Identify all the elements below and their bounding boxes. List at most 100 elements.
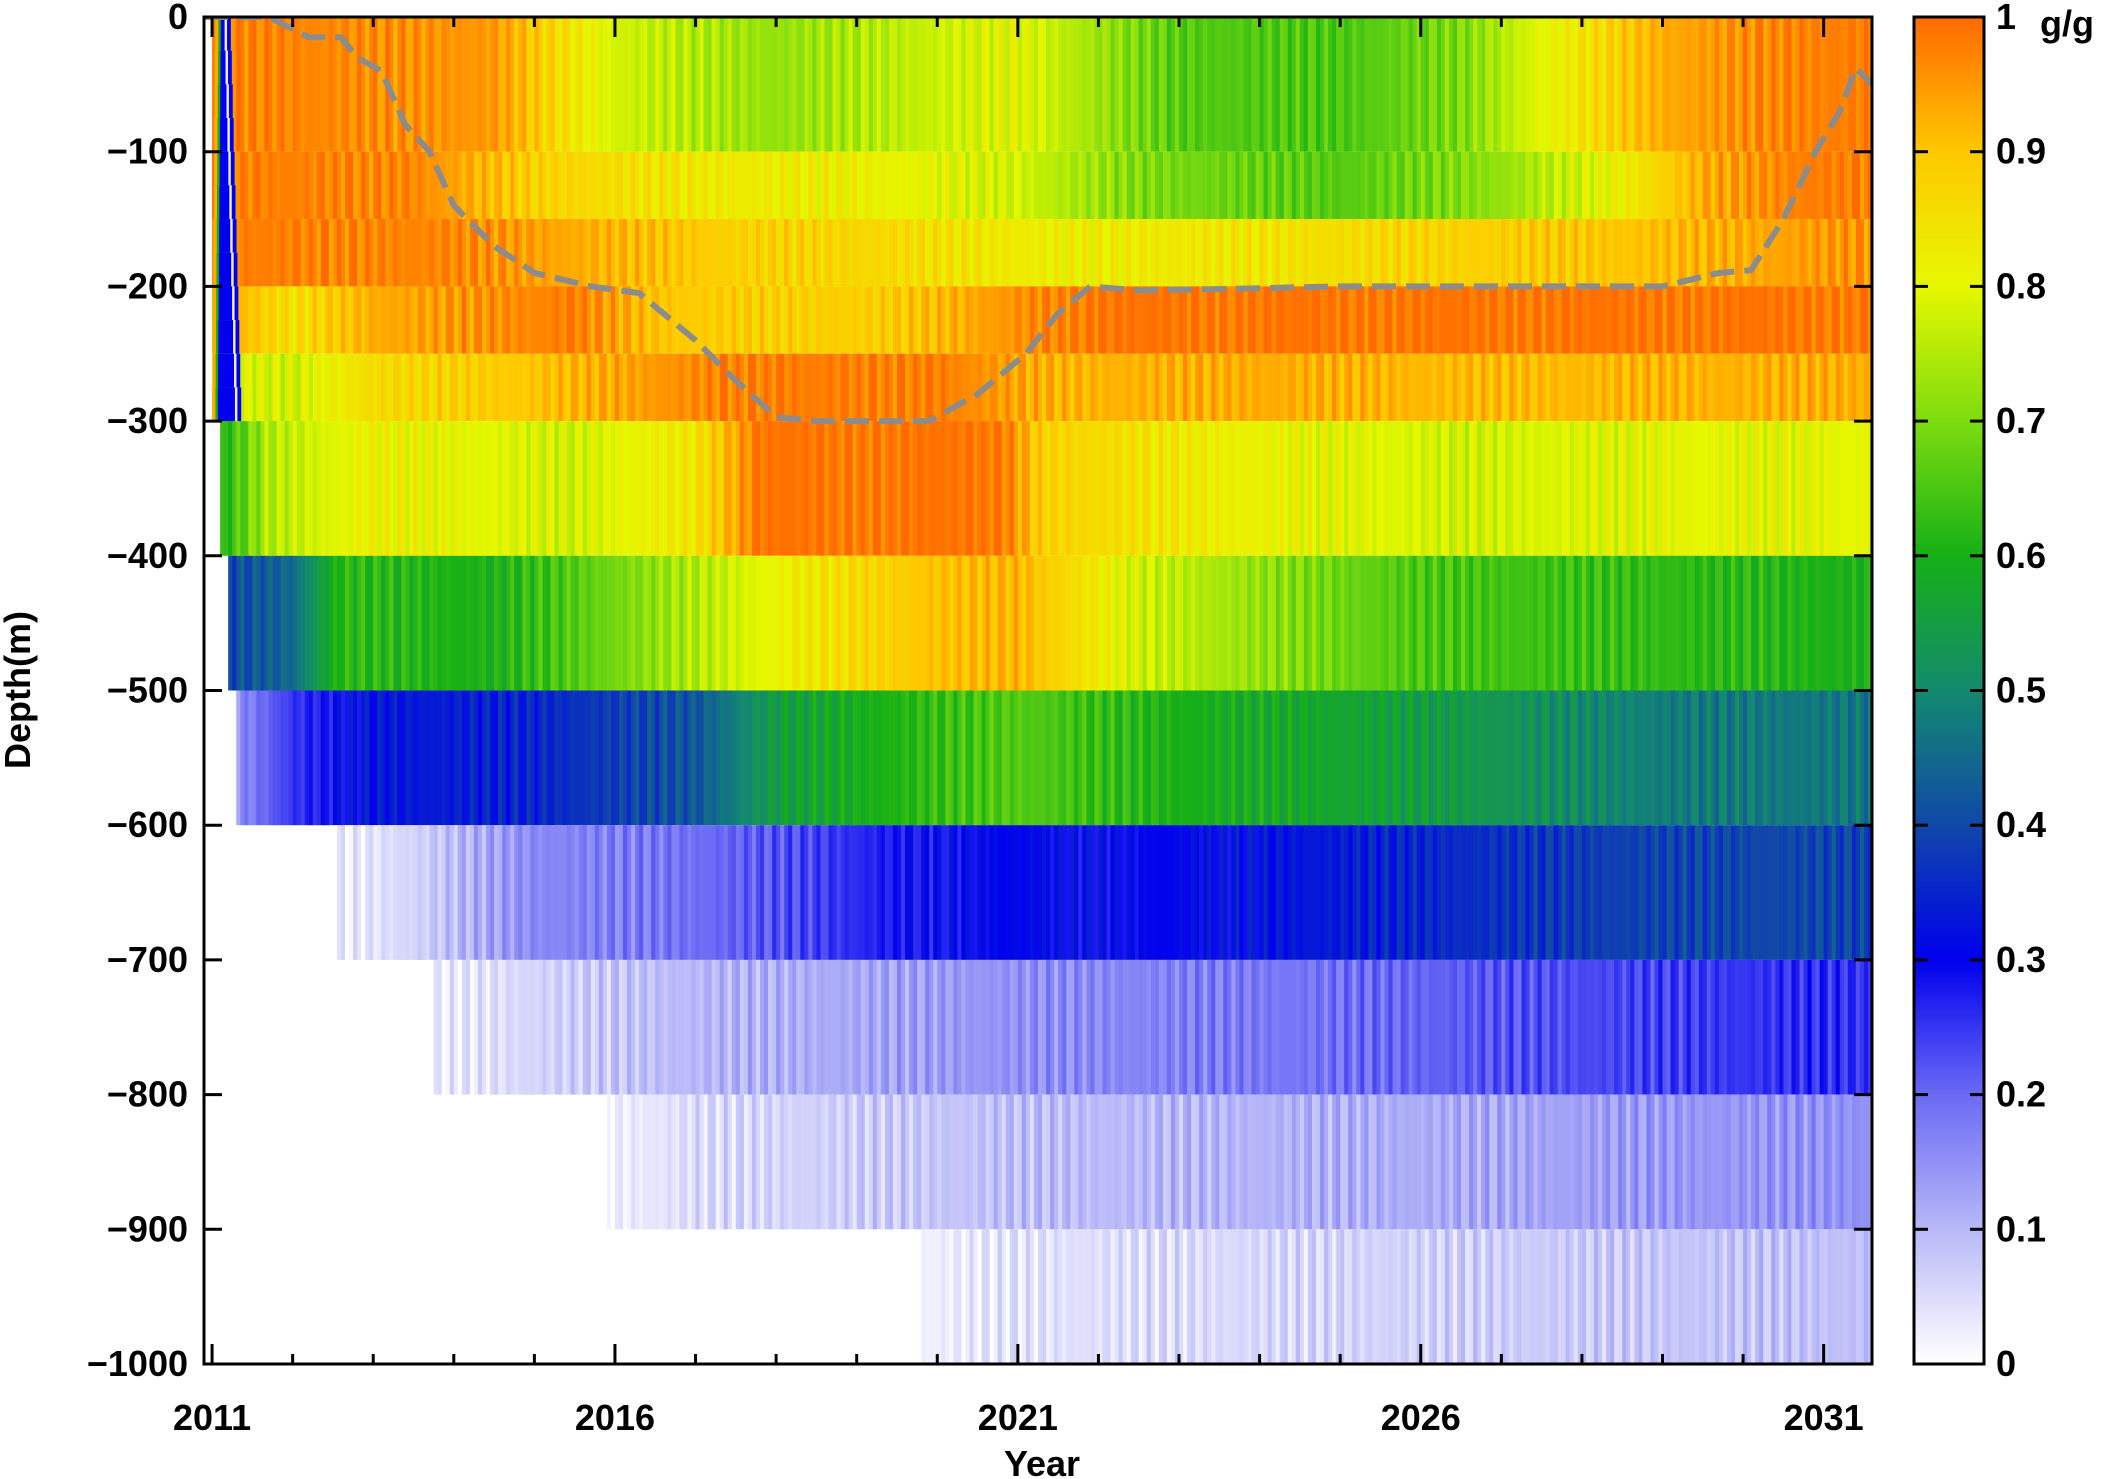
heatmap-cell xyxy=(768,17,773,152)
heatmap-cell xyxy=(1843,555,1849,691)
heatmap-cell xyxy=(735,219,741,287)
heatmap-cell xyxy=(683,1094,689,1230)
heatmap-cell xyxy=(1610,17,1615,152)
heatmap-cell xyxy=(896,421,902,556)
heatmap-cell xyxy=(1364,1229,1369,1364)
heatmap-cell xyxy=(1054,959,1059,1095)
heatmap-cell xyxy=(816,555,822,691)
heatmap-cell xyxy=(969,1094,975,1230)
heatmap-cell xyxy=(1658,421,1664,556)
heatmap-cell xyxy=(1533,959,1539,1095)
heatmap-cell xyxy=(1638,959,1643,1095)
heatmap-cell xyxy=(1658,353,1664,422)
heatmap-cell xyxy=(1404,151,1410,220)
heatmap-cell xyxy=(884,151,890,220)
heatmap-cell xyxy=(832,286,838,354)
heatmap-cell xyxy=(1549,555,1555,691)
heatmap-cell xyxy=(1050,1094,1055,1230)
heatmap-cell xyxy=(844,959,850,1095)
heatmap-cell xyxy=(562,353,568,422)
heatmap-cell xyxy=(1634,219,1639,287)
heatmap-cell xyxy=(901,825,906,960)
heatmap-cell xyxy=(1396,959,1402,1095)
heatmap-cell xyxy=(1392,421,1398,556)
heatmap-cell xyxy=(1557,959,1563,1095)
heatmap-cell xyxy=(1316,555,1321,691)
heatmap-cell xyxy=(1477,959,1482,1095)
heatmap-cell xyxy=(582,959,588,1095)
heatmap-cell xyxy=(1114,1094,1120,1230)
heatmap-cell xyxy=(1392,690,1398,826)
heatmap-cell xyxy=(1098,17,1104,152)
heatmap-cell xyxy=(1630,286,1635,354)
heatmap-cell xyxy=(1328,353,1333,422)
heatmap-cell xyxy=(1138,353,1144,422)
heatmap-cell xyxy=(1311,286,1317,354)
heatmap-cell xyxy=(1283,151,1289,220)
heatmap-cell xyxy=(1110,353,1116,422)
heatmap-cell xyxy=(1618,1094,1623,1230)
heatmap-cell xyxy=(538,555,544,691)
heatmap-cell xyxy=(1610,690,1615,826)
heatmap-cell xyxy=(683,690,689,826)
heatmap-cell xyxy=(1787,286,1793,354)
heatmap-cell xyxy=(1606,286,1611,354)
heatmap-cell xyxy=(1082,1229,1087,1364)
heatmap-cell xyxy=(550,17,556,152)
heatmap-cell xyxy=(667,1094,672,1230)
heatmap-cell xyxy=(1767,353,1772,422)
heatmap-cell xyxy=(1658,1229,1664,1364)
heatmap-cell xyxy=(1658,555,1664,691)
heatmap-cell xyxy=(1408,353,1414,422)
heatmap-cell xyxy=(1811,1229,1817,1364)
heatmap-cell xyxy=(1191,959,1196,1095)
heatmap-cell xyxy=(1183,1094,1188,1230)
heatmap-cell xyxy=(554,219,560,287)
heatmap-cell xyxy=(1722,219,1728,287)
heatmap-cell xyxy=(953,959,959,1095)
heatmap-cell xyxy=(574,286,580,354)
heatmap-cell xyxy=(1795,959,1801,1095)
heatmap-cell xyxy=(1553,219,1559,287)
heatmap-cell xyxy=(1452,151,1458,220)
heatmap-cell xyxy=(1714,1094,1720,1230)
heatmap-cell xyxy=(832,825,838,960)
heatmap-cell xyxy=(1223,555,1228,691)
heatmap-cell xyxy=(1803,1229,1809,1364)
heatmap-cell xyxy=(1799,1094,1805,1230)
heatmap-cell xyxy=(1859,959,1865,1095)
heatmap-cell xyxy=(530,825,535,960)
x-axis-title: Year xyxy=(1004,1443,1080,1479)
heatmap-cell xyxy=(937,151,942,220)
heatmap-cell xyxy=(324,555,330,691)
heatmap-cell xyxy=(953,1094,959,1230)
heatmap-cell xyxy=(764,286,769,354)
heatmap-cell xyxy=(884,825,890,960)
heatmap-cell xyxy=(1735,690,1740,826)
heatmap-cell xyxy=(324,353,330,422)
heatmap-cell xyxy=(1179,1229,1184,1364)
heatmap-cell xyxy=(1710,1229,1716,1364)
heatmap-cell xyxy=(1291,959,1297,1095)
heatmap-cell xyxy=(1046,690,1051,826)
heatmap-cell xyxy=(1473,1229,1478,1364)
heatmap-cell xyxy=(1432,17,1438,152)
heatmap-cell xyxy=(1537,17,1543,152)
heatmap-cell xyxy=(425,555,431,691)
heatmap-cell xyxy=(1537,353,1543,422)
heatmap-cell xyxy=(582,825,588,960)
heatmap-cell xyxy=(1364,1094,1369,1230)
heatmap-cell xyxy=(864,959,870,1095)
heatmap-cell xyxy=(1803,353,1809,422)
heatmap-cell xyxy=(985,959,991,1095)
heatmap-cell xyxy=(518,555,523,691)
heatmap-cell xyxy=(1303,286,1309,354)
heatmap-cell xyxy=(1275,421,1281,556)
heatmap-cell xyxy=(1070,353,1075,422)
heatmap-cell xyxy=(1477,219,1482,287)
heatmap-cell xyxy=(1412,286,1418,354)
heatmap-cell xyxy=(1501,17,1506,152)
heatmap-cell xyxy=(836,690,842,826)
heatmap-cell xyxy=(1690,353,1696,422)
heatmap-cell xyxy=(1158,1229,1164,1364)
